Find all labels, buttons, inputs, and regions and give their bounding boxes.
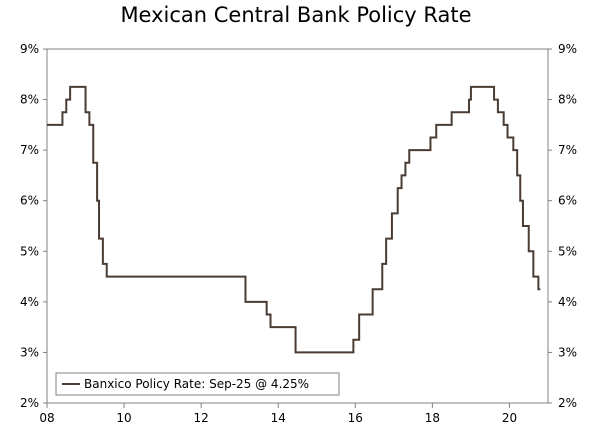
y-tick-label-right: 2% — [558, 396, 577, 410]
y-tick-label-right: 3% — [558, 345, 577, 359]
y-tick-label-left: 6% — [20, 194, 39, 208]
y-axis-right: 2% 3% 4% 5% 6% 7% 8% 9% — [548, 42, 577, 410]
legend-box — [55, 372, 340, 396]
y-tick-label-right: 6% — [558, 194, 577, 208]
y-axis-left: 2% 3% 4% 5% 6% 7% 8% 9% — [20, 42, 47, 410]
y-tick-label-left: 5% — [20, 244, 39, 258]
y-tick-label-right: 7% — [558, 143, 577, 157]
series-line-banxico-policy-rate — [47, 85, 541, 354]
plot-area — [46, 48, 549, 404]
y-tick-label-left: 8% — [20, 93, 39, 107]
y-tick-label-right: 4% — [558, 295, 577, 309]
x-tick-label: 20 — [502, 411, 517, 425]
x-axis: 08 10 12 14 16 18 20 — [39, 403, 517, 425]
x-tick-label: 10 — [116, 411, 131, 425]
y-tick-label-left: 9% — [20, 42, 39, 56]
y-tick-label-right: 9% — [558, 42, 577, 56]
y-tick-label-left: 4% — [20, 295, 39, 309]
legend: Banxico Policy Rate: Sep-25 @ 4.25% — [55, 372, 340, 396]
legend-label: Banxico Policy Rate: Sep-25 @ 4.25% — [84, 377, 309, 391]
y-tick-label-right: 8% — [558, 93, 577, 107]
x-tick-label: 08 — [39, 411, 54, 425]
x-tick-label: 12 — [194, 411, 209, 425]
chart-title: Mexican Central Bank Policy Rate — [120, 3, 471, 27]
x-tick-label: 16 — [348, 411, 363, 425]
y-tick-label-right: 5% — [558, 244, 577, 258]
y-tick-label-left: 3% — [20, 345, 39, 359]
y-tick-label-left: 2% — [20, 396, 39, 410]
y-tick-label-left: 7% — [20, 143, 39, 157]
x-tick-label: 14 — [271, 411, 286, 425]
x-tick-label: 18 — [425, 411, 440, 425]
